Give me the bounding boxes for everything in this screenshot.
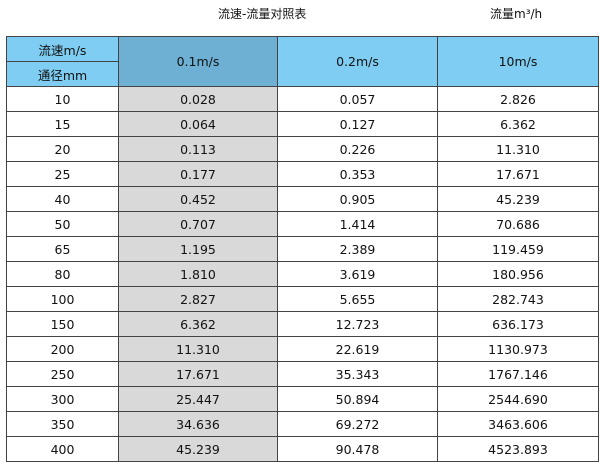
flow-cell: 5.655 — [277, 286, 438, 312]
flow-cell: 0.057 — [277, 86, 438, 112]
table-title: 流速-流量对照表 — [218, 7, 307, 21]
diameter-cell: 350 — [6, 411, 119, 437]
flow-cell: 34.636 — [118, 411, 278, 437]
flow-cell: 11.310 — [118, 336, 278, 362]
flow-cell: 3.619 — [277, 261, 438, 287]
flow-cell: 1.195 — [118, 236, 278, 262]
flow-cell: 0.707 — [118, 211, 278, 237]
table-row: 300 25.447 50.894 2544.690 — [6, 386, 599, 412]
diameter-header: 通径mm — [6, 61, 119, 87]
table-row: 15 0.064 0.127 6.362 — [6, 111, 599, 137]
column-header: 0.1m/s — [118, 36, 278, 87]
flow-cell: 6.362 — [437, 111, 599, 137]
flow-cell: 50.894 — [277, 386, 438, 412]
flow-cell: 90.478 — [277, 436, 438, 462]
flow-cell: 1130.973 — [437, 336, 599, 362]
flow-cell: 0.452 — [118, 186, 278, 212]
diameter-cell: 15 — [6, 111, 119, 137]
column-header: 10m/s — [437, 36, 599, 87]
table-row: 10 0.028 0.057 2.826 — [6, 86, 599, 112]
flow-cell: 119.459 — [437, 236, 599, 262]
flow-cell: 25.447 — [118, 386, 278, 412]
table-row: 50 0.707 1.414 70.686 — [6, 211, 599, 237]
unit-label: 流量m³/h — [490, 7, 543, 21]
table-row: 80 1.810 3.619 180.956 — [6, 261, 599, 287]
diameter-cell: 25 — [6, 161, 119, 187]
flow-cell: 2.389 — [277, 236, 438, 262]
diameter-cell: 65 — [6, 236, 119, 262]
flow-cell: 0.064 — [118, 111, 278, 137]
table-row: 150 6.362 12.723 636.173 — [6, 311, 599, 337]
flow-cell: 6.362 — [118, 311, 278, 337]
flow-cell: 22.619 — [277, 336, 438, 362]
flow-cell: 17.671 — [118, 361, 278, 387]
flow-cell: 4523.893 — [437, 436, 599, 462]
flow-cell: 2.827 — [118, 286, 278, 312]
diameter-cell: 400 — [6, 436, 119, 462]
column-header: 0.2m/s — [277, 36, 438, 87]
diameter-cell: 100 — [6, 286, 119, 312]
velocity-header: 流速m/s — [6, 36, 119, 62]
diameter-cell: 250 — [6, 361, 119, 387]
flow-table: 流速m/s 0.1m/s 0.2m/s 10m/s 通径mm 10 0.028 0.… — [6, 36, 599, 462]
diameter-cell: 80 — [6, 261, 119, 287]
flow-cell: 0.113 — [118, 136, 278, 162]
flow-cell: 0.905 — [277, 186, 438, 212]
flow-cell: 0.226 — [277, 136, 438, 162]
header-row: 通径mm — [6, 61, 599, 87]
table-row: 350 34.636 69.272 3463.606 — [6, 411, 599, 437]
table-row: 100 2.827 5.655 282.743 — [6, 286, 599, 312]
flow-cell: 69.272 — [277, 411, 438, 437]
flow-cell: 0.177 — [118, 161, 278, 187]
table-row: 400 45.239 90.478 4523.893 — [6, 436, 599, 462]
flow-cell: 12.723 — [277, 311, 438, 337]
flow-cell: 1.414 — [277, 211, 438, 237]
flow-cell: 3463.606 — [437, 411, 599, 437]
table-row: 250 17.671 35.343 1767.146 — [6, 361, 599, 387]
flow-cell: 0.028 — [118, 86, 278, 112]
flow-cell: 1767.146 — [437, 361, 599, 387]
diameter-cell: 10 — [6, 86, 119, 112]
diameter-cell: 20 — [6, 136, 119, 162]
flow-cell: 636.173 — [437, 311, 599, 337]
flow-cell: 70.686 — [437, 211, 599, 237]
diameter-cell: 200 — [6, 336, 119, 362]
flow-cell: 11.310 — [437, 136, 599, 162]
flow-cell: 0.353 — [277, 161, 438, 187]
table-row: 40 0.452 0.905 45.239 — [6, 186, 599, 212]
diameter-cell: 40 — [6, 186, 119, 212]
flow-cell: 45.239 — [437, 186, 599, 212]
flow-cell: 282.743 — [437, 286, 599, 312]
flow-cell: 45.239 — [118, 436, 278, 462]
flow-cell: 2544.690 — [437, 386, 599, 412]
flow-cell: 1.810 — [118, 261, 278, 287]
diameter-cell: 50 — [6, 211, 119, 237]
flow-cell: 35.343 — [277, 361, 438, 387]
header-row: 流速m/s 0.1m/s 0.2m/s 10m/s — [6, 36, 599, 87]
flow-cell: 0.127 — [277, 111, 438, 137]
diameter-cell: 300 — [6, 386, 119, 412]
flow-cell: 180.956 — [437, 261, 599, 287]
table-row: 65 1.195 2.389 119.459 — [6, 236, 599, 262]
table-row: 200 11.310 22.619 1130.973 — [6, 336, 599, 362]
flow-cell: 17.671 — [437, 161, 599, 187]
diameter-cell: 150 — [6, 311, 119, 337]
table-row: 20 0.113 0.226 11.310 — [6, 136, 599, 162]
table-row: 25 0.177 0.353 17.671 — [6, 161, 599, 187]
flow-cell: 2.826 — [437, 86, 599, 112]
